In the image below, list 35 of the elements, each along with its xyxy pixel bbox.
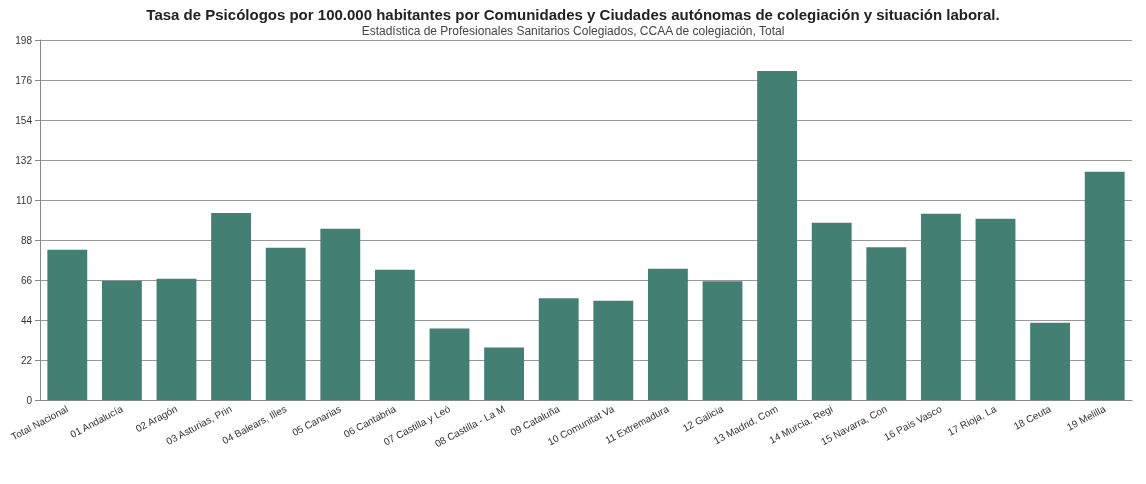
y-tick-label: 110 [16,194,33,206]
bar [702,281,743,400]
y-tick-label: 154 [15,114,33,126]
bar [593,300,634,400]
y-tick-label: 176 [15,74,33,86]
bar [101,280,142,400]
y-tick-label: 44 [20,314,33,326]
bar [920,213,961,400]
bar [866,247,907,400]
x-tick-label: 17 Rioja, La [945,402,999,438]
bar [1030,322,1071,400]
bar [484,347,525,400]
bar [647,268,688,400]
bar [156,278,197,400]
bar [47,249,88,400]
y-tick-label: 0 [26,394,33,406]
bar [1084,171,1125,400]
bar [538,298,579,400]
x-tick-label: 19 Melilla [1064,402,1108,433]
chart-subtitle: Estadística de Profesionales Sanitarios Colegiados, CCAA de colegiación, Total [361,24,785,38]
x-tick-label: 18 Ceuta [1011,402,1054,432]
y-tick-label: 22 [20,354,33,366]
chart-title: Tasa de Psicólogos por 100.000 habitantes por Comunidades y Ciudades autónomas de colegiación y situación laboral. [146,6,1000,23]
y-tick-label: 132 [15,154,33,166]
bar [811,222,852,400]
bar [429,328,470,400]
y-tick-label: 88 [20,234,33,246]
bar [975,218,1016,400]
bar [374,269,415,400]
bar [320,228,361,400]
bar [757,70,798,400]
bar [265,247,306,400]
bar [211,212,252,400]
y-tick-label: 198 [15,34,33,46]
y-tick-label: 66 [20,274,33,286]
